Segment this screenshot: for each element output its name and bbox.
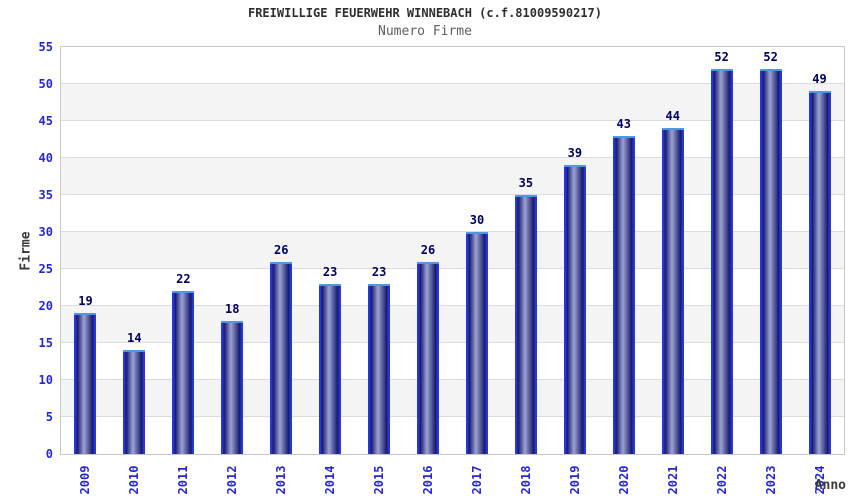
gridline <box>61 305 844 306</box>
gridline <box>61 379 844 380</box>
x-tick-label: 2013 <box>274 465 289 495</box>
gridline <box>61 268 844 269</box>
gridline <box>61 83 844 84</box>
x-tick-label: 2022 <box>714 465 729 495</box>
x-axis-title: Anno <box>814 478 846 493</box>
bar-2020 <box>612 135 635 454</box>
x-tick-label: 2019 <box>567 465 582 495</box>
y-axis-title: Firme <box>18 231 34 271</box>
bar-value-label: 23 <box>371 264 387 279</box>
bar-2021 <box>661 128 684 454</box>
x-tick-label: 2011 <box>176 465 191 495</box>
plot-area: 0 5 10 15 20 25 30 35 40 45 50 55 19 2009 14 2010 22 2011… <box>39 40 845 494</box>
bar-2016 <box>417 261 440 454</box>
x-tick-label: 2015 <box>372 465 387 495</box>
bar-value-label: 23 <box>322 264 338 279</box>
bar-value-label: 35 <box>518 176 534 190</box>
bar-value-label: 44 <box>665 109 680 124</box>
gridline <box>61 416 844 417</box>
y-tick-label: 10 <box>38 373 53 387</box>
gridline <box>61 120 844 121</box>
bar-2022 <box>710 69 733 454</box>
bar-value-label: 52 <box>763 50 778 65</box>
gridline <box>61 342 844 343</box>
y-tick-label: 0 <box>45 447 53 461</box>
y-tick-label: 30 <box>38 225 53 239</box>
bar-2017 <box>465 232 488 454</box>
gridline <box>61 231 844 232</box>
bar-2015 <box>368 283 391 454</box>
y-tick-label: 5 <box>45 410 53 424</box>
gridline <box>61 157 844 158</box>
bar-2010 <box>123 350 146 454</box>
bar-value-label: 19 <box>78 294 93 309</box>
bar-2018 <box>514 195 537 454</box>
bar-value-label: 18 <box>225 301 240 316</box>
x-tick-label: 2014 <box>323 465 338 495</box>
x-tick-label: 2023 <box>763 465 778 495</box>
chart-subtitle: Numero Firme <box>378 24 472 39</box>
x-tick-label: 2009 <box>78 465 93 495</box>
x-tick-label: 2010 <box>127 465 142 495</box>
y-tick-label: 15 <box>38 336 53 350</box>
bar-value-label: 43 <box>616 116 632 131</box>
bar-value-label: 52 <box>714 50 729 65</box>
y-tick-label: 50 <box>38 77 53 91</box>
x-tick-label: 2020 <box>616 465 631 495</box>
y-tick-label: 40 <box>38 151 53 165</box>
bar-2014 <box>319 283 342 454</box>
x-tick-label: 2018 <box>518 465 533 495</box>
x-tick-label: 2017 <box>469 465 484 495</box>
y-tick-label: 20 <box>38 299 53 313</box>
bar-2019 <box>563 165 586 454</box>
bar-value-label: 22 <box>176 272 191 287</box>
y-tick-label: 35 <box>38 188 53 202</box>
y-tick-label: 55 <box>38 40 53 54</box>
bar-value-label: 30 <box>469 213 485 227</box>
bar-value-label: 39 <box>567 146 583 161</box>
x-tick-label: 2012 <box>225 465 240 495</box>
bar-value-label: 14 <box>127 331 142 346</box>
y-tick-label: 45 <box>38 114 53 128</box>
x-tick-label: 2016 <box>421 465 436 495</box>
bar-value-label: 26 <box>273 242 289 257</box>
bar-2009 <box>74 313 97 454</box>
gridline <box>61 194 844 195</box>
bar-2011 <box>172 291 195 454</box>
chart-title: FREIWILLIGE FEUERWEHR WINNEBACH (c.f.810… <box>247 6 602 20</box>
bar-value-label: 49 <box>812 72 827 87</box>
bar-2023 <box>759 69 782 454</box>
bar-2012 <box>221 320 244 454</box>
y-tick-label: 25 <box>38 262 53 276</box>
bar-2013 <box>270 261 293 454</box>
bar-2024 <box>808 91 831 454</box>
bar-value-label: 26 <box>420 242 436 257</box>
x-tick-label: 2021 <box>665 465 680 495</box>
